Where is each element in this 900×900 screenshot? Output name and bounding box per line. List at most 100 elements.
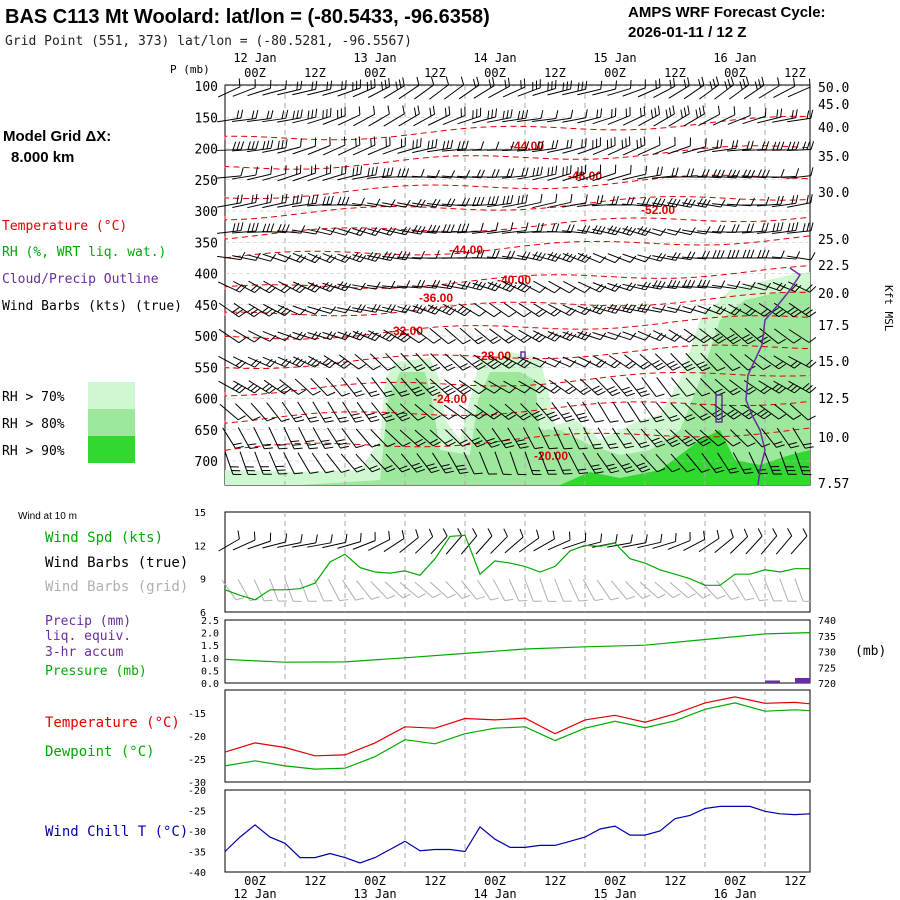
barb-flag bbox=[386, 418, 395, 422]
barb-flag bbox=[728, 467, 737, 471]
pressure-tick-label: 250 bbox=[195, 174, 218, 189]
wind-barb bbox=[218, 355, 247, 369]
barb-staff bbox=[447, 452, 461, 474]
wind-barb bbox=[788, 380, 817, 394]
barb-flag bbox=[772, 306, 780, 313]
wind-barb bbox=[547, 80, 572, 96]
barb-flag bbox=[630, 534, 633, 544]
barb-flag bbox=[455, 464, 465, 467]
barb-flag bbox=[750, 140, 754, 150]
barb-flag bbox=[474, 472, 483, 475]
barb-flag bbox=[788, 442, 797, 446]
barb-flag bbox=[493, 363, 502, 370]
time-tick-label-bottom: 00Z bbox=[604, 874, 626, 888]
barb-flag bbox=[417, 367, 426, 372]
wind-speed-tick-label: 12 bbox=[194, 541, 206, 552]
barb-staff bbox=[232, 255, 256, 261]
barb-staff bbox=[503, 302, 525, 318]
wind-barb bbox=[307, 136, 331, 155]
precip-tick-label: 1.0 bbox=[201, 654, 219, 665]
barb-flag bbox=[786, 470, 796, 472]
barb-flag bbox=[626, 304, 632, 313]
wind-barb bbox=[742, 222, 769, 234]
wind-barb bbox=[384, 429, 411, 447]
rh-fill-layer bbox=[225, 272, 810, 485]
barb-staff bbox=[714, 537, 734, 553]
wind-barb bbox=[653, 77, 676, 99]
barb-staff bbox=[667, 306, 691, 314]
precip-tick-label: 0.0 bbox=[201, 679, 219, 690]
barb-flag bbox=[293, 600, 302, 602]
barb-staff bbox=[757, 230, 781, 234]
cloud-outline bbox=[520, 351, 526, 359]
barb-staff bbox=[517, 201, 541, 209]
barb-staff bbox=[667, 255, 691, 261]
barb-staff bbox=[292, 331, 316, 341]
series-lines-layer bbox=[224, 534, 811, 864]
barb-staff bbox=[732, 579, 746, 601]
barb-flag bbox=[569, 286, 577, 294]
barb-staff bbox=[684, 403, 704, 421]
barb-staff bbox=[247, 540, 271, 550]
barb-staff bbox=[712, 175, 736, 179]
wind-barb bbox=[322, 136, 346, 156]
barb-staff bbox=[524, 578, 534, 602]
barb-flag bbox=[642, 594, 651, 599]
barb-flag bbox=[414, 364, 423, 369]
barb-flag bbox=[432, 593, 441, 599]
height-kft-tick-label: 22.5 bbox=[818, 259, 849, 274]
barb-flag bbox=[581, 165, 583, 175]
wind-barb bbox=[533, 280, 562, 294]
barb-flag bbox=[478, 310, 487, 317]
barb-flag bbox=[265, 308, 273, 315]
barb-flag bbox=[715, 76, 720, 86]
barb-flag bbox=[239, 386, 247, 394]
wind-barb bbox=[592, 282, 622, 292]
wind-at-10m-label: Wind at 10 m bbox=[18, 511, 77, 522]
barb-staff bbox=[790, 535, 808, 555]
barb-flag bbox=[360, 533, 362, 542]
wind-barb bbox=[307, 306, 337, 314]
barb-flag bbox=[760, 411, 768, 418]
barb-flag bbox=[390, 167, 394, 176]
barb-flag bbox=[519, 412, 528, 418]
barb-flag bbox=[463, 389, 472, 395]
barb-flag bbox=[764, 107, 767, 117]
barb-flag bbox=[284, 360, 292, 368]
barb-staff bbox=[681, 176, 707, 178]
barb-flag bbox=[689, 137, 691, 147]
barb-flag bbox=[460, 76, 465, 85]
wind-barb bbox=[429, 327, 456, 345]
barb-flag bbox=[772, 528, 778, 537]
wind-barb bbox=[337, 165, 363, 181]
barb-flag bbox=[372, 365, 381, 371]
wind-barb bbox=[577, 80, 603, 96]
barb-flag bbox=[296, 165, 298, 175]
barb-staff bbox=[262, 173, 286, 181]
barb-flag bbox=[315, 108, 318, 118]
barb-staff bbox=[217, 202, 241, 208]
barb-flag bbox=[414, 389, 423, 394]
wind-barb bbox=[277, 80, 303, 96]
barb-flag bbox=[522, 415, 531, 421]
wind-barb bbox=[398, 105, 420, 127]
barb-flag bbox=[551, 81, 553, 90]
wind-barb bbox=[683, 328, 712, 344]
barb-flag bbox=[732, 339, 741, 345]
barb-staff bbox=[562, 540, 586, 550]
barb-staff bbox=[503, 380, 525, 394]
barb-flag bbox=[495, 250, 500, 259]
p-axis-title: P (mb) bbox=[170, 63, 210, 76]
barb-flag bbox=[655, 332, 663, 340]
wind-barb bbox=[714, 378, 741, 396]
barb-flag bbox=[698, 79, 702, 88]
surface-wind-barb-grid bbox=[461, 580, 485, 600]
wind-barb bbox=[776, 427, 800, 449]
barb-staff bbox=[355, 428, 373, 448]
wind-barb bbox=[292, 164, 317, 182]
surface-wind-barb-true bbox=[698, 529, 720, 553]
barb-flag bbox=[416, 225, 422, 234]
barb-staff bbox=[292, 229, 316, 235]
surface-wind-barb-grid bbox=[399, 581, 426, 599]
wind-barb bbox=[520, 403, 546, 421]
